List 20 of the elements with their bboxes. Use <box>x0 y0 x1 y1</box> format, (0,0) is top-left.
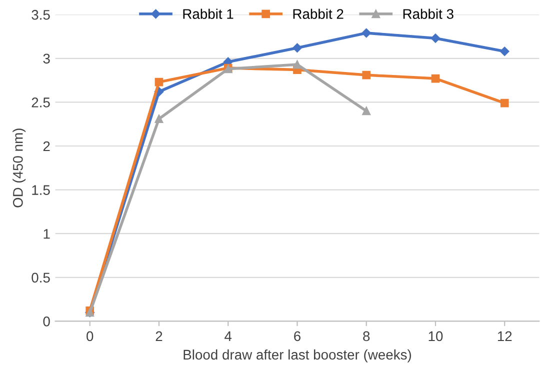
legend-label: Rabbit 3 <box>403 8 454 19</box>
x-tick-label: 6 <box>294 331 300 342</box>
y-tick-label: 0 <box>43 316 50 326</box>
y-tick-label: 2.5 <box>32 98 50 108</box>
y-tick-label: 2 <box>43 141 50 152</box>
y-tick-label: 3 <box>43 54 50 64</box>
x-tick-label: 2 <box>156 331 162 341</box>
legend-label: Rabbit 1 <box>183 8 234 19</box>
x-tick-label: 10 <box>428 331 443 342</box>
y-axis-title: OD (450 nm) <box>12 128 26 208</box>
x-tick-label: 12 <box>498 331 512 341</box>
y-tick-label: 0.5 <box>32 272 50 283</box>
x-tick-label: 8 <box>363 331 370 342</box>
y-tick-label: 1.5 <box>32 185 50 195</box>
legend-label: Rabbit 2 <box>293 8 344 19</box>
x-axis-title: Blood draw after last booster (weeks) <box>184 349 412 362</box>
x-tick-label: 4 <box>224 331 232 341</box>
y-tick-label: 3.5 <box>32 10 50 20</box>
x-tick-label: 0 <box>86 331 94 342</box>
y-tick-label: 1 <box>44 229 50 239</box>
